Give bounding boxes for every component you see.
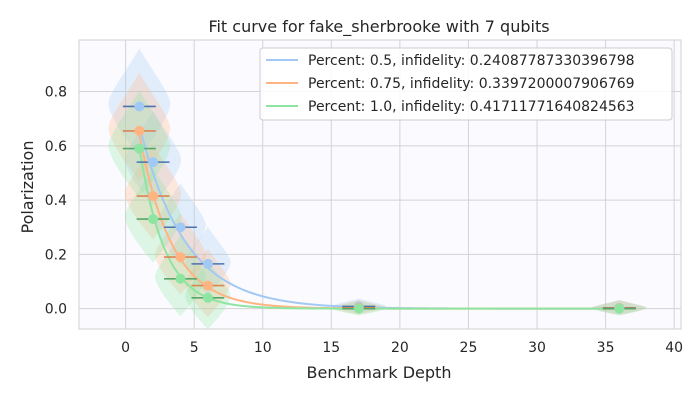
x-tick-label: 30: [528, 340, 546, 356]
y-axis-ticks: 0.0 0.2 0.4 0.6 0.8: [45, 85, 67, 318]
x-tick-label: 0: [121, 340, 130, 356]
data-point: [175, 222, 186, 233]
x-tick-label: 15: [322, 340, 340, 356]
x-tick-label: 35: [597, 340, 615, 356]
y-tick-label: 0.4: [45, 193, 67, 209]
legend-box: [259, 47, 673, 121]
data-point: [175, 252, 186, 263]
point-layer: [134, 101, 625, 314]
data-point: [202, 258, 213, 269]
y-tick-label: 0.6: [45, 139, 67, 155]
data-point: [148, 157, 159, 168]
data-point: [353, 303, 364, 314]
legend-label-2: Percent: 1.0, infidelity: 0.417117716408…: [308, 99, 635, 115]
data-point: [202, 280, 213, 291]
x-tick-label: 20: [391, 340, 409, 356]
data-point: [614, 303, 625, 314]
y-axis-label: Polarization: [18, 141, 37, 234]
legend-label-1: Percent: 0.75, infidelity: 0.33972000079…: [308, 76, 635, 92]
x-tick-label: 10: [254, 340, 272, 356]
data-point: [134, 125, 145, 136]
fit-curve-layer: [138, 125, 620, 310]
y-tick-label: 0.0: [45, 302, 67, 318]
legend: Percent: 0.5, infidelity: 0.240877873303…: [259, 47, 673, 121]
data-point: [202, 292, 213, 303]
y-tick-label: 0.2: [45, 247, 67, 263]
data-point: [175, 273, 186, 284]
data-point: [148, 214, 159, 225]
chart-title: Fit curve for fake_sherbrooke with 7 qub…: [208, 17, 549, 37]
x-tick-label: 5: [190, 340, 199, 356]
data-point: [134, 101, 145, 112]
x-axis-label: Benchmark Depth: [307, 363, 452, 382]
y-tick-label: 0.8: [45, 85, 67, 101]
x-tick-label: 40: [665, 340, 683, 356]
data-point: [148, 191, 159, 202]
data-point: [134, 143, 145, 154]
x-axis-ticks: 0 5 10 15 20 25 30 35 40: [121, 340, 683, 356]
fit-curve: [138, 147, 620, 310]
legend-label-0: Percent: 0.5, infidelity: 0.240877873303…: [308, 53, 635, 69]
x-tick-label: 25: [460, 340, 478, 356]
